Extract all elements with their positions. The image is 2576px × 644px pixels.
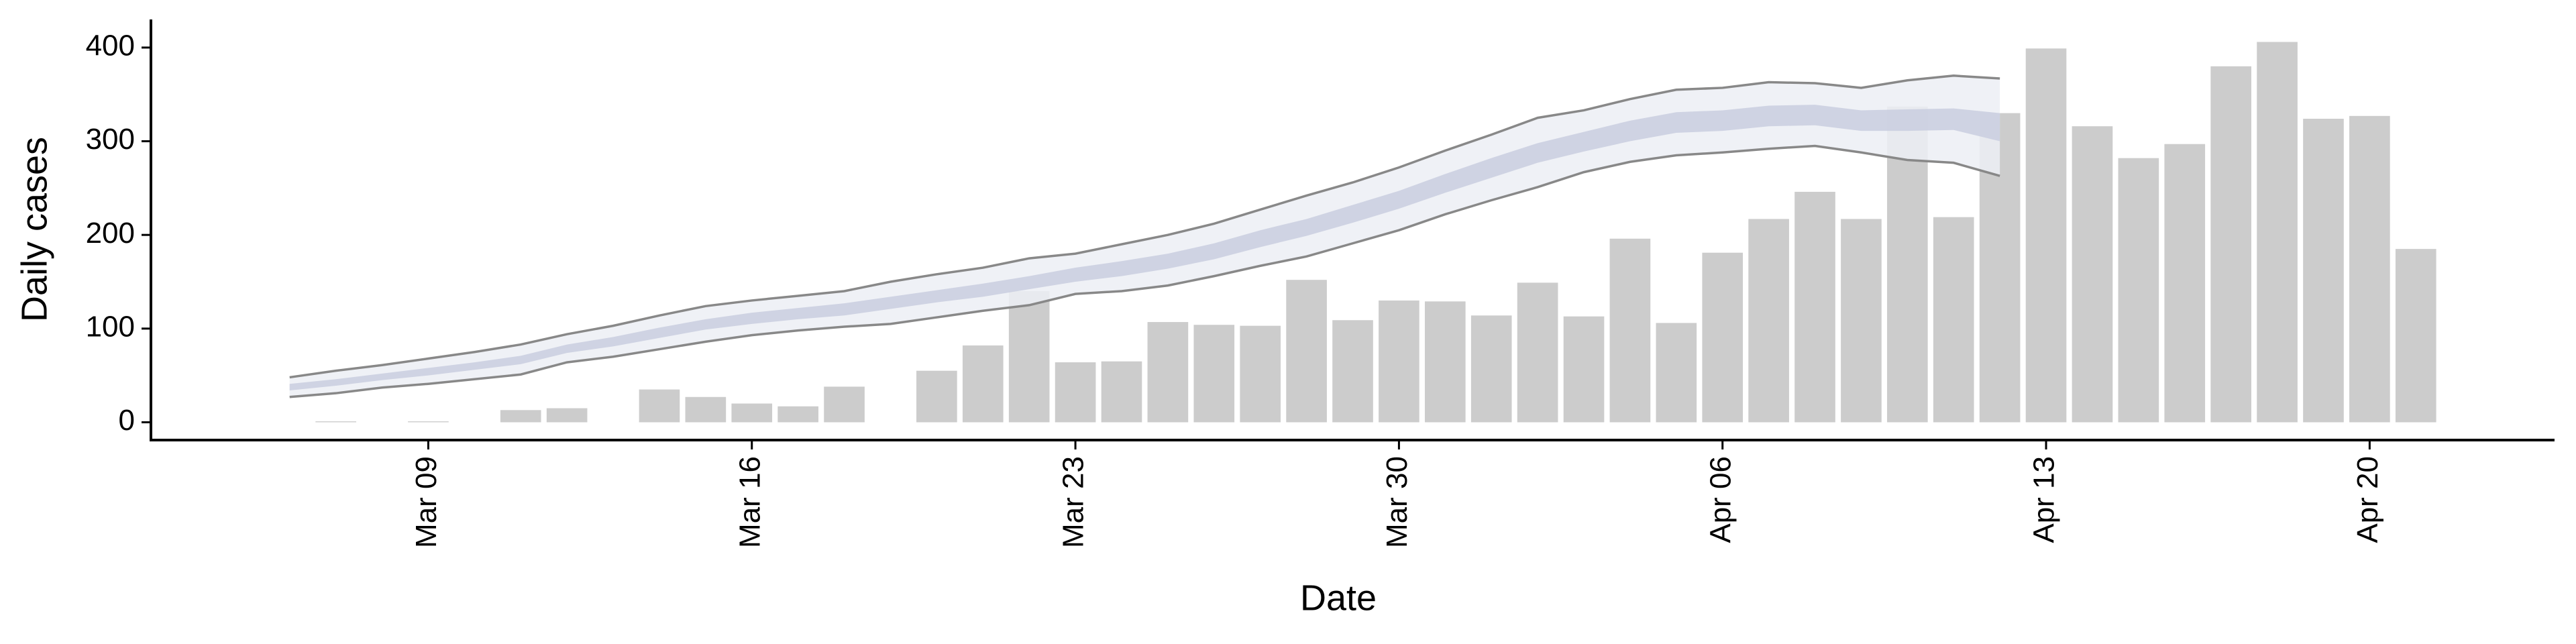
bar xyxy=(962,345,1004,423)
bar xyxy=(1794,191,1835,423)
interval-bound-line xyxy=(289,74,2000,379)
bar xyxy=(1563,316,1605,423)
x-tick-label: Apr 06 xyxy=(1704,456,1737,543)
interval-band xyxy=(289,105,2000,390)
interval-bound-line xyxy=(289,144,2000,398)
bar xyxy=(546,408,588,423)
bar xyxy=(685,396,727,423)
bar xyxy=(1841,219,1882,423)
bar xyxy=(1055,362,1096,423)
bar xyxy=(1147,322,1189,423)
bar xyxy=(408,421,449,423)
bar xyxy=(1101,361,1142,423)
bar xyxy=(315,421,356,423)
y-tick-label: 100 xyxy=(86,310,135,343)
x-tick-label: Apr 13 xyxy=(2028,456,2061,543)
bar xyxy=(824,386,865,423)
bar xyxy=(1517,282,1558,423)
bar xyxy=(2349,115,2390,423)
bar xyxy=(2164,144,2206,423)
bar xyxy=(1424,301,1466,423)
y-tick-label: 400 xyxy=(86,30,135,62)
y-tick-label: 200 xyxy=(86,217,135,250)
bar xyxy=(1933,217,1974,423)
x-tick-label: Apr 20 xyxy=(2351,456,2384,543)
bar xyxy=(731,403,773,423)
x-tick-label: Mar 09 xyxy=(410,456,443,548)
bar xyxy=(1609,238,1651,423)
y-tick-label: 0 xyxy=(119,404,135,437)
bar xyxy=(1702,252,1743,423)
bar xyxy=(2072,126,2113,423)
interval-band xyxy=(289,75,2000,397)
bar xyxy=(1240,325,1281,423)
bar xyxy=(2257,42,2298,423)
bar xyxy=(777,406,818,423)
bar xyxy=(1286,280,1327,423)
bar xyxy=(2395,249,2436,423)
y-tick-label: 300 xyxy=(86,123,135,156)
bar xyxy=(2210,66,2251,423)
x-axis-title: Date xyxy=(1300,578,1377,618)
y-axis-title: Daily cases xyxy=(14,137,54,322)
bar xyxy=(500,410,541,423)
bar xyxy=(2118,158,2159,423)
bar xyxy=(1332,320,1373,423)
bar xyxy=(1379,300,1419,423)
bar xyxy=(1193,325,1235,423)
bar xyxy=(639,389,680,423)
bar xyxy=(1748,219,1789,423)
x-tick-label: Mar 30 xyxy=(1381,456,1413,548)
bar xyxy=(916,370,957,423)
x-tick-label: Mar 16 xyxy=(733,456,766,548)
bar xyxy=(1470,315,1512,423)
bar xyxy=(2025,48,2067,423)
bar xyxy=(1656,323,1697,423)
bar xyxy=(1008,290,1050,423)
bar xyxy=(2303,119,2344,423)
x-tick-label: Mar 23 xyxy=(1057,456,1090,548)
